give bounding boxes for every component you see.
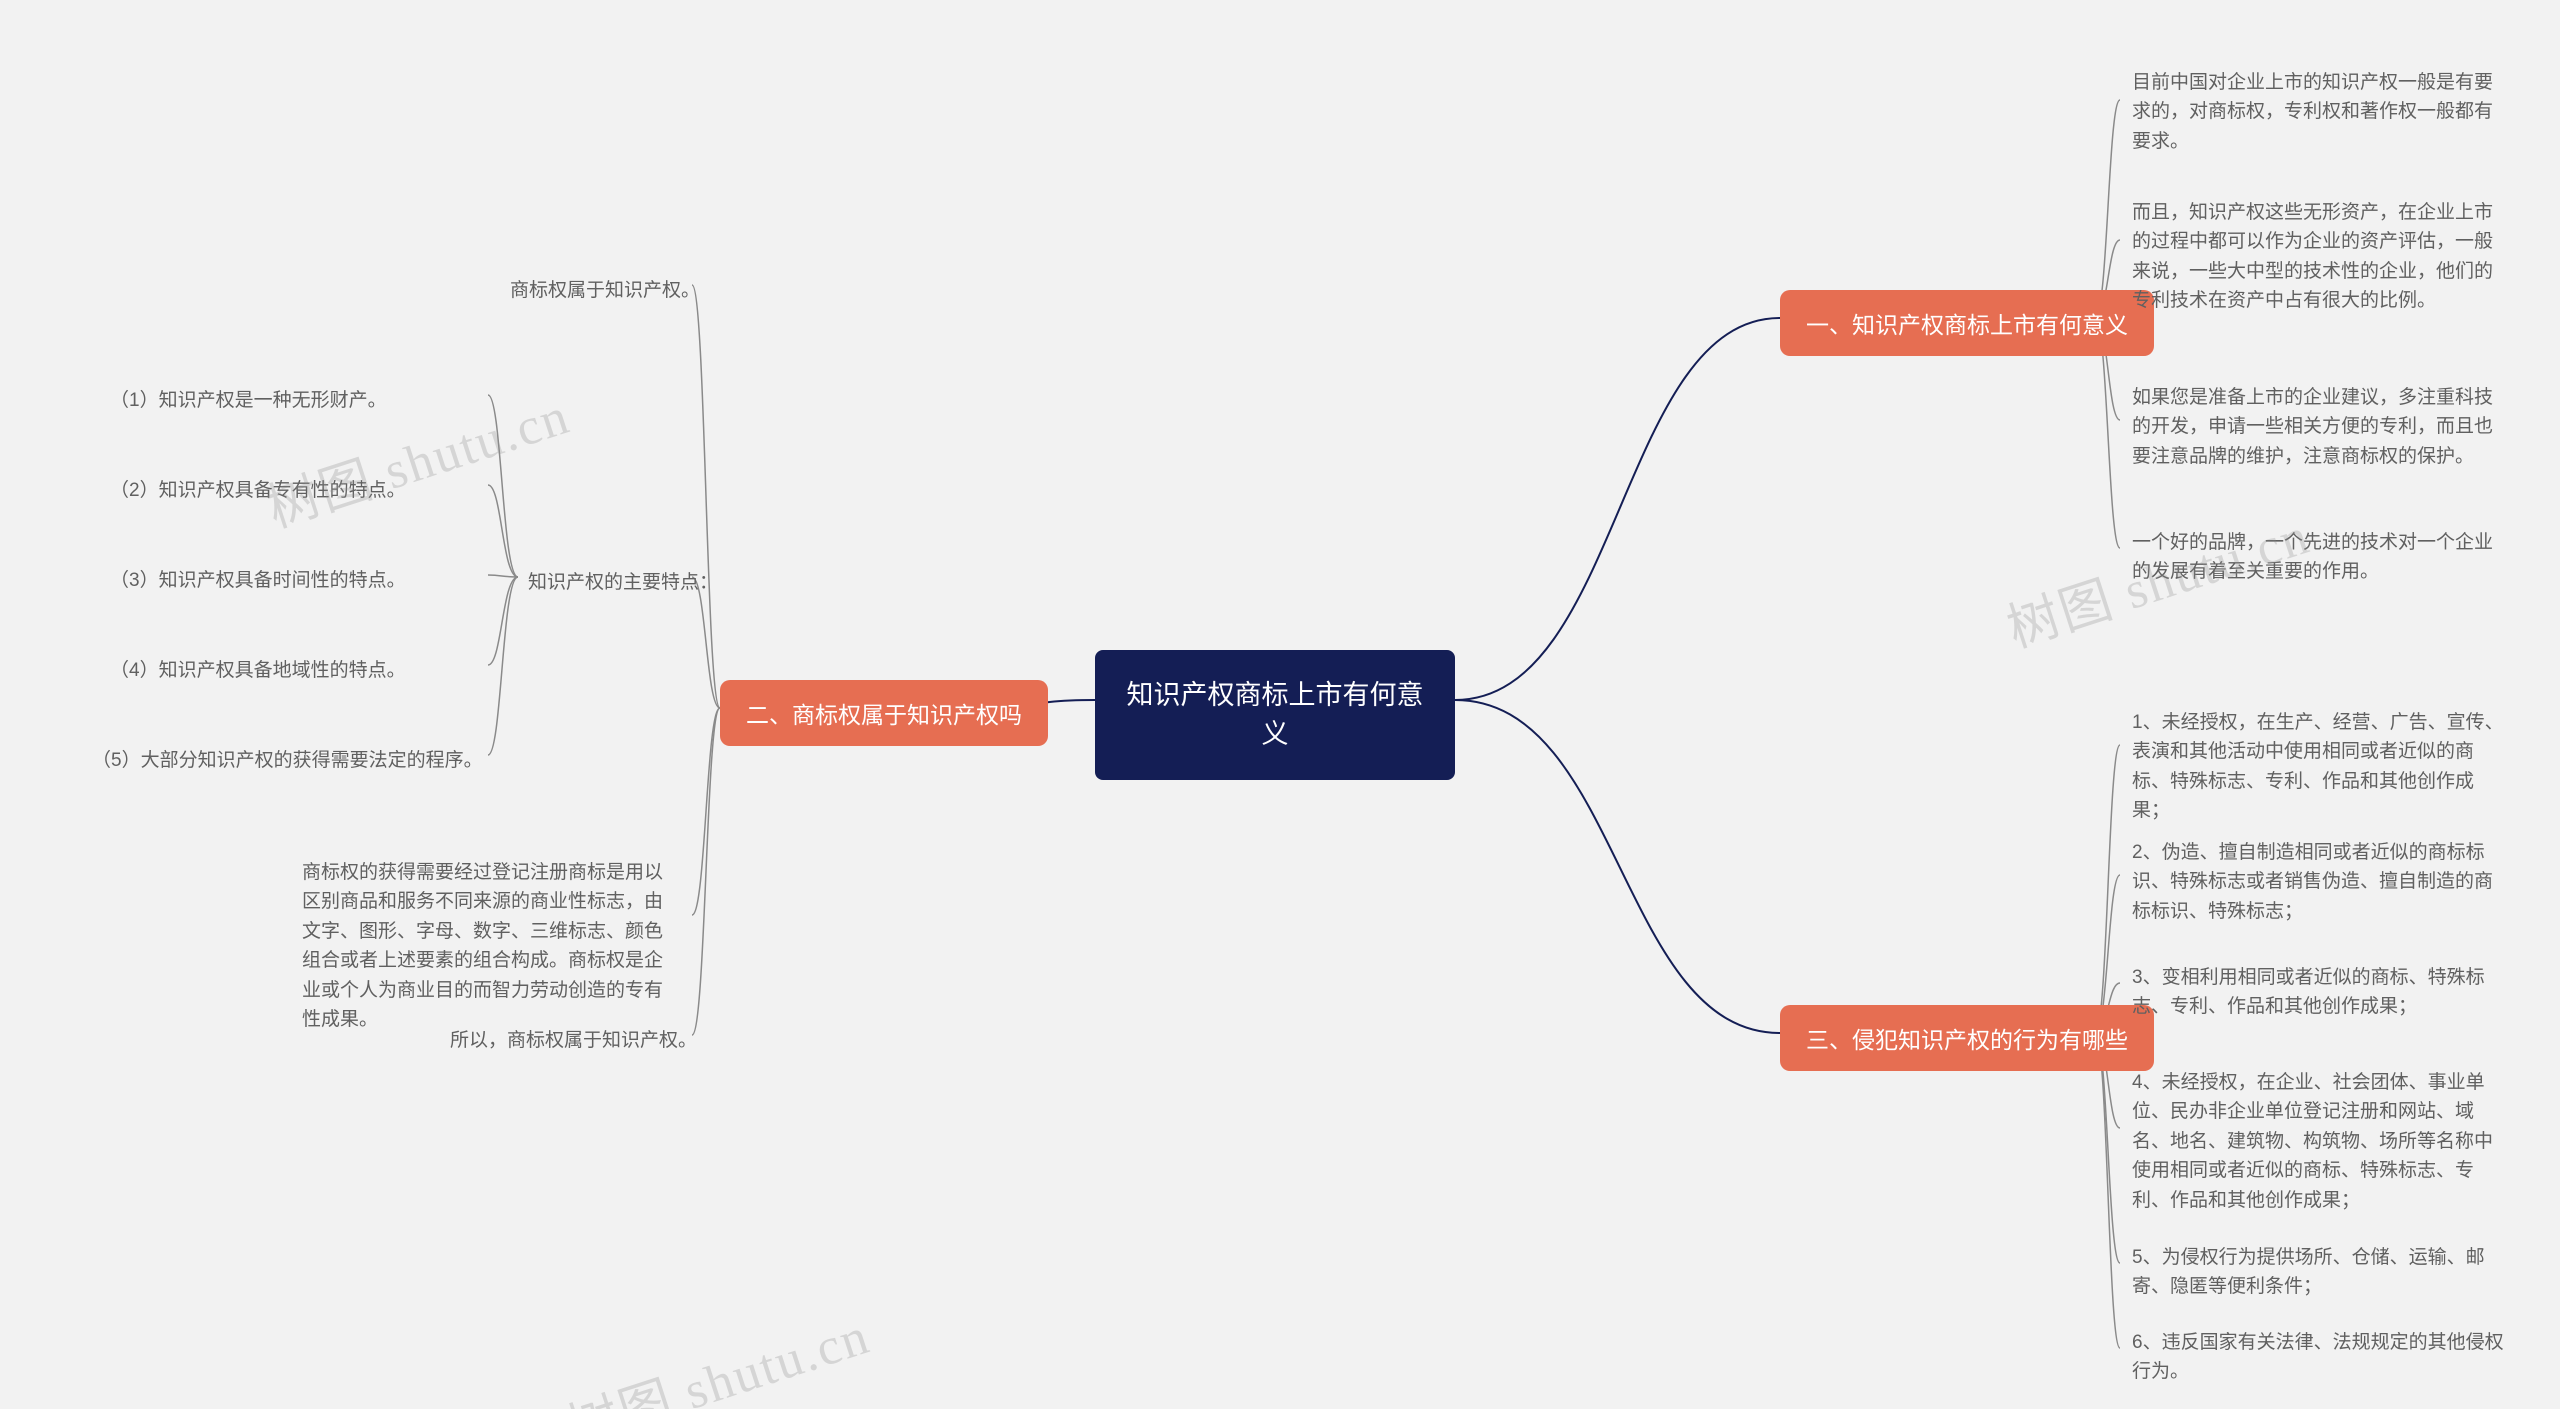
- leaf-text: 4、未经授权，在企业、社会团体、事业单位、民办非企业单位登记注册和网站、域名、地…: [2132, 1068, 2508, 1215]
- branch-3-leaf-2[interactable]: 2、伪造、擅自制造相同或者近似的商标标识、特殊标志或者销售伪造、擅自制造的商标标…: [2120, 830, 2520, 934]
- leaf-text: （3）知识产权具备时间性的特点。: [110, 566, 406, 595]
- branch-3-leaf-5[interactable]: 5、为侵权行为提供场所、仓储、运输、邮寄、隐匿等便利条件；: [2120, 1235, 2520, 1310]
- branch-2-char-2[interactable]: （2）知识产权具备专有性的特点。: [100, 470, 416, 511]
- leaf-text: （5）大部分知识产权的获得需要法定的程序。: [92, 746, 483, 775]
- branch-2-char-4[interactable]: （4）知识产权具备地域性的特点。: [100, 650, 416, 691]
- watermark: 树图 shutu.cn: [556, 1293, 878, 1409]
- branch-3-leaf-1[interactable]: 1、未经授权，在生产、经营、广告、宣传、表演和其他活动中使用相同或者近似的商标、…: [2120, 700, 2520, 834]
- leaf-text: 商标权属于知识产权。: [510, 276, 700, 305]
- branch-2-child-2[interactable]: 知识产权的主要特点：: [518, 562, 728, 603]
- leaf-text: （2）知识产权具备专有性的特点。: [110, 476, 406, 505]
- branch-1[interactable]: 一、知识产权商标上市有何意义: [1780, 290, 2154, 356]
- leaf-text: 而且，知识产权这些无形资产，在企业上市的过程中都可以作为企业的资产评估，一般来说…: [2132, 198, 2508, 316]
- branch-2-label: 二、商标权属于知识产权吗: [746, 696, 1022, 730]
- branch-1-label: 一、知识产权商标上市有何意义: [1806, 306, 2128, 340]
- leaf-text: （4）知识产权具备地域性的特点。: [110, 656, 406, 685]
- branch-1-leaf-2[interactable]: 而且，知识产权这些无形资产，在企业上市的过程中都可以作为企业的资产评估，一般来说…: [2120, 190, 2520, 324]
- branch-2-char-3[interactable]: （3）知识产权具备时间性的特点。: [100, 560, 416, 601]
- branch-3-label: 三、侵犯知识产权的行为有哪些: [1806, 1021, 2128, 1055]
- branch-3-leaf-6[interactable]: 6、违反国家有关法律、法规规定的其他侵权行为。: [2120, 1320, 2520, 1395]
- branch-2[interactable]: 二、商标权属于知识产权吗: [720, 680, 1048, 746]
- root-label: 知识产权商标上市有何意义: [1125, 676, 1425, 754]
- root-node[interactable]: 知识产权商标上市有何意义: [1095, 650, 1455, 780]
- leaf-text: 如果您是准备上市的企业建议，多注重科技的开发，申请一些相关方便的专利，而且也要注…: [2132, 383, 2508, 471]
- leaf-text: 1、未经授权，在生产、经营、广告、宣传、表演和其他活动中使用相同或者近似的商标、…: [2132, 708, 2508, 826]
- leaf-text: 5、为侵权行为提供场所、仓储、运输、邮寄、隐匿等便利条件；: [2132, 1243, 2508, 1302]
- branch-3-leaf-4[interactable]: 4、未经授权，在企业、社会团体、事业单位、民办非企业单位登记注册和网站、域名、地…: [2120, 1060, 2520, 1223]
- branch-1-leaf-1[interactable]: 目前中国对企业上市的知识产权一般是有要求的，对商标权，专利权和著作权一般都有要求…: [2120, 60, 2520, 164]
- branch-2-child-1[interactable]: 商标权属于知识产权。: [500, 270, 710, 311]
- leaf-text: 目前中国对企业上市的知识产权一般是有要求的，对商标权，专利权和著作权一般都有要求…: [2132, 68, 2508, 156]
- branch-2-child-4[interactable]: 所以，商标权属于知识产权。: [440, 1020, 707, 1061]
- branch-2-child-3[interactable]: 商标权的获得需要经过登记注册商标是用以区别商品和服务不同来源的商业性标志，由文字…: [290, 850, 690, 1043]
- branch-3[interactable]: 三、侵犯知识产权的行为有哪些: [1780, 1005, 2154, 1071]
- leaf-text: （1）知识产权是一种无形财产。: [110, 386, 387, 415]
- branch-2-char-1[interactable]: （1）知识产权是一种无形财产。: [100, 380, 397, 421]
- leaf-text: 2、伪造、擅自制造相同或者近似的商标标识、特殊标志或者销售伪造、擅自制造的商标标…: [2132, 838, 2508, 926]
- leaf-text: 商标权的获得需要经过登记注册商标是用以区别商品和服务不同来源的商业性标志，由文字…: [302, 858, 678, 1035]
- leaf-text: 所以，商标权属于知识产权。: [450, 1026, 697, 1055]
- leaf-text: 一个好的品牌，一个先进的技术对一个企业的发展有着至关重要的作用。: [2132, 528, 2508, 587]
- leaf-text: 3、变相利用相同或者近似的商标、特殊标志、专利、作品和其他创作成果；: [2132, 963, 2508, 1022]
- branch-1-leaf-4[interactable]: 一个好的品牌，一个先进的技术对一个企业的发展有着至关重要的作用。: [2120, 520, 2520, 595]
- branch-3-leaf-3[interactable]: 3、变相利用相同或者近似的商标、特殊标志、专利、作品和其他创作成果；: [2120, 955, 2520, 1030]
- branch-1-leaf-3[interactable]: 如果您是准备上市的企业建议，多注重科技的开发，申请一些相关方便的专利，而且也要注…: [2120, 375, 2520, 479]
- leaf-text: 6、违反国家有关法律、法规规定的其他侵权行为。: [2132, 1328, 2508, 1387]
- leaf-text: 知识产权的主要特点：: [528, 568, 718, 597]
- branch-2-char-5[interactable]: （5）大部分知识产权的获得需要法定的程序。: [82, 740, 493, 781]
